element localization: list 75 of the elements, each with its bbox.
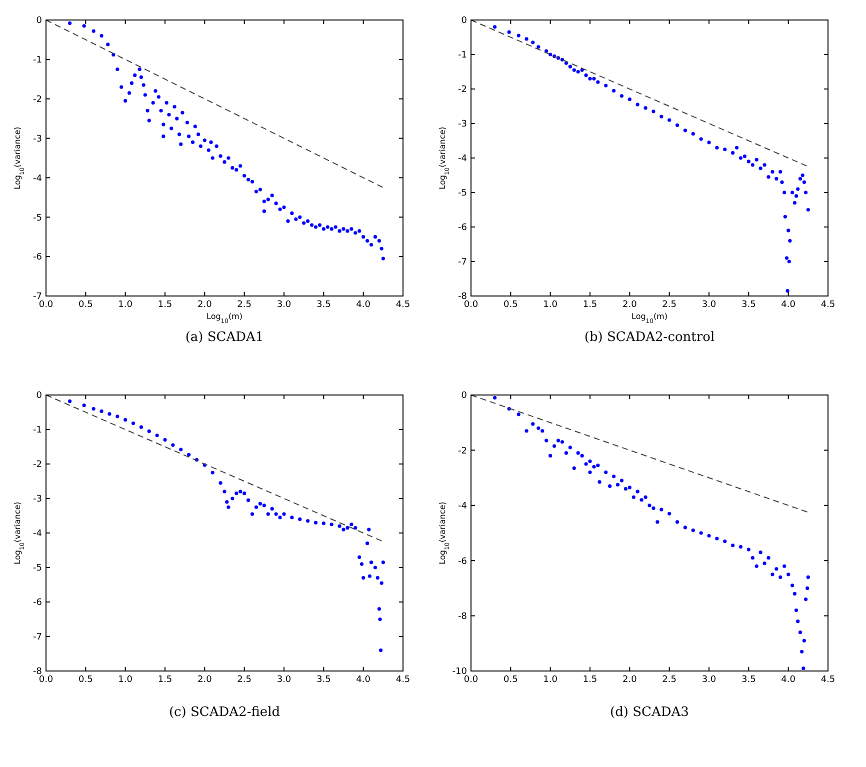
x-tick-label: 0.5: [78, 675, 93, 685]
x-tick-label: 3.5: [316, 300, 331, 310]
x-tick-label: 2.0: [622, 300, 638, 310]
x-tick-label: 2.5: [662, 300, 676, 310]
y-tick-label: -4: [458, 154, 468, 164]
x-tick-label: 1.5: [158, 300, 172, 310]
y-tick-label: -2: [458, 446, 467, 456]
y-tick-label: -7: [33, 292, 42, 302]
y-tick-label: -6: [458, 223, 468, 234]
y-tick-label: -7: [458, 258, 467, 268]
y-tick-label: -4: [458, 502, 468, 512]
y-tick-label: -6: [33, 252, 42, 263]
y-tick-label: -1: [33, 426, 42, 436]
y-tick-label: -5: [458, 188, 467, 199]
y-tick-label: -2: [33, 95, 42, 106]
y-tick-label: 0: [461, 391, 468, 402]
x-tick-label: 1.5: [158, 675, 172, 685]
x-tick-label: 1.0: [118, 300, 133, 310]
text: (c) SCADA2-field: [168, 705, 280, 720]
x-tick-label: 0.0: [38, 675, 54, 685]
x-tick-label: 4.5: [820, 675, 836, 685]
x-tick-label: 4.5: [820, 300, 836, 310]
y-tick-label: -2: [458, 85, 467, 96]
x-tick-label: 3.0: [702, 300, 716, 310]
x-tick-label: 3.0: [702, 675, 716, 685]
y-tick-label: -3: [33, 494, 42, 505]
y-tick-label: -1: [33, 56, 42, 66]
x-tick-label: 3.5: [316, 675, 331, 685]
x-tick-label: 4.0: [781, 300, 796, 310]
y-tick-label: 0: [36, 16, 42, 26]
x-tick-label: 3.0: [276, 675, 292, 685]
x-tick-label: 2.5: [662, 675, 676, 685]
y-tick-label: 0: [461, 16, 468, 26]
x-tick-label: 1.5: [582, 300, 598, 310]
y-tick-label: -8: [458, 612, 468, 622]
x-tick-label: 4.0: [781, 675, 796, 685]
x-tick-label: 4.0: [356, 675, 371, 685]
x-tick-label: 3.5: [742, 300, 756, 310]
x-tick-label: 1.0: [118, 675, 133, 685]
x-tick-label: 3.0: [276, 300, 292, 310]
x-tick-label: 0.0: [38, 300, 54, 310]
y-tick-label: -3: [458, 120, 467, 130]
y-tick-label: -7: [33, 632, 42, 643]
y-tick-label: -5: [33, 564, 42, 574]
text: (a) SCADA1: [185, 330, 264, 345]
y-tick-label: -6: [458, 556, 468, 567]
x-tick-label: 1.5: [582, 675, 598, 685]
y-tick-label: -2: [33, 460, 42, 470]
x-tick-label: 2.0: [622, 675, 638, 685]
y-tick-label: -1: [458, 50, 467, 61]
text: (b) SCADA2-control: [584, 330, 715, 345]
x-tick-label: 2.5: [237, 300, 252, 310]
y-tick-label: -5: [33, 213, 42, 224]
y-tick-label: -3: [33, 134, 42, 144]
x-tick-label: 0.5: [78, 300, 93, 310]
y-tick-label: -4: [33, 174, 42, 184]
y-tick-label: 0: [36, 391, 42, 402]
x-tick-label: 1.0: [543, 300, 558, 310]
x-tick-label: 2.0: [198, 300, 212, 310]
text: (d) SCADA3: [610, 705, 689, 720]
x-tick-label: 0.5: [504, 300, 518, 310]
x-tick-label: 1.0: [543, 675, 558, 685]
x-tick-label: 4.5: [396, 675, 410, 685]
y-tick-label: -6: [33, 598, 42, 608]
x-tick-label: 2.5: [237, 675, 252, 685]
x-tick-label: 4.0: [356, 300, 371, 310]
x-tick-label: 0.5: [504, 675, 518, 685]
y-tick-label: -4: [33, 529, 42, 540]
x-tick-label: 0.0: [464, 300, 478, 310]
x-axis-title: Log$_{10}$(m): [206, 312, 242, 324]
x-tick-label: 3.5: [742, 675, 756, 685]
x-tick-label: 2.0: [198, 675, 212, 685]
x-axis-title: Log$_{10}$(m): [632, 312, 668, 324]
x-tick-label: 0.0: [464, 675, 478, 685]
x-tick-label: 4.5: [396, 300, 410, 310]
